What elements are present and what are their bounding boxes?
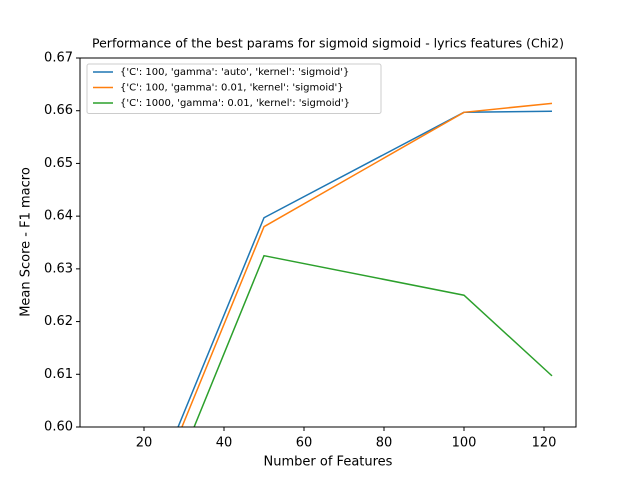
plot-frame bbox=[79, 57, 577, 428]
y-axis-label: Mean Score - F1 macro bbox=[19, 167, 34, 317]
y-tick-label: 0.61 bbox=[44, 367, 73, 382]
x-tick-label: 20 bbox=[136, 436, 153, 451]
x-axis-label: Number of Features bbox=[264, 455, 393, 470]
legend-box bbox=[86, 63, 382, 114]
chart-title: Performance of the best params for sigmo… bbox=[92, 36, 564, 51]
plot-lines bbox=[177, 102, 553, 427]
x-tick-label: 100 bbox=[452, 436, 477, 451]
y-tick-label: 0.67 bbox=[44, 51, 73, 66]
y-tick-label: 0.62 bbox=[44, 314, 73, 329]
x-tick-label: 120 bbox=[532, 436, 557, 451]
legend-label: {'C': 100, 'gamma': 'auto', 'kernel': 's… bbox=[120, 67, 349, 78]
x-tick-label: 80 bbox=[376, 436, 393, 451]
y-tick-label: 0.64 bbox=[44, 209, 73, 224]
data-line bbox=[181, 102, 553, 427]
x-tick-label: 40 bbox=[216, 436, 233, 451]
legend: {'C': 100, 'gamma': 'auto', 'kernel': 's… bbox=[86, 63, 382, 114]
y-tick-label: 0.63 bbox=[44, 261, 73, 276]
y-tick-label: 0.60 bbox=[44, 420, 73, 435]
y-tick-label: 0.65 bbox=[44, 156, 73, 171]
data-line bbox=[193, 254, 553, 427]
data-line bbox=[177, 110, 553, 427]
legend-label: {'C': 1000, 'gamma': 0.01, 'kernel': 'si… bbox=[120, 98, 350, 109]
y-tick-label: 0.66 bbox=[44, 103, 73, 118]
x-tick-label: 60 bbox=[296, 436, 313, 451]
legend-label: {'C': 100, 'gamma': 0.01, 'kernel': 'sig… bbox=[120, 83, 344, 94]
